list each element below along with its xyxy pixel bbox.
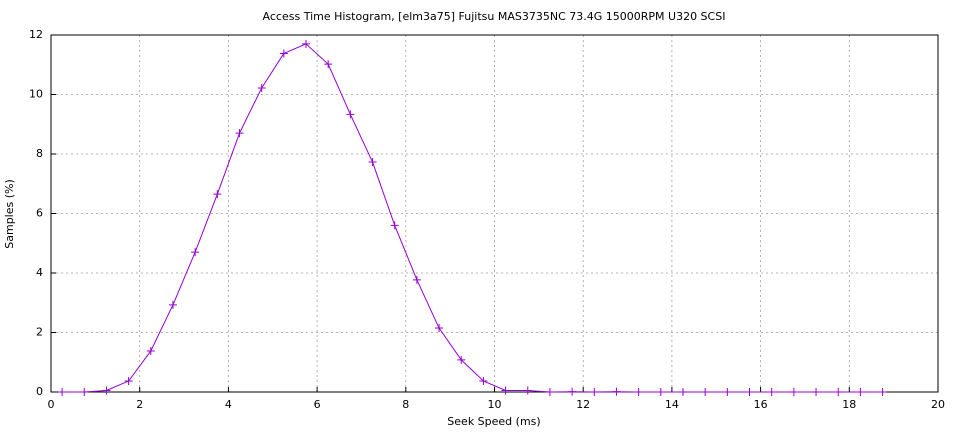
point-marker bbox=[878, 388, 887, 396]
y-tick-label: 4 bbox=[36, 266, 43, 279]
x-tick-label: 12 bbox=[576, 398, 590, 411]
point-marker bbox=[501, 386, 510, 395]
point-marker bbox=[257, 83, 266, 92]
x-tick-label: 18 bbox=[842, 398, 856, 411]
point-marker bbox=[745, 388, 754, 396]
point-marker bbox=[390, 221, 399, 230]
y-axis-label: Samples (%) bbox=[3, 179, 16, 249]
point-marker bbox=[612, 387, 621, 396]
point-marker bbox=[80, 388, 89, 396]
point-marker bbox=[235, 129, 244, 138]
y-tick-label: 6 bbox=[36, 207, 43, 220]
y-tick-label: 12 bbox=[29, 28, 43, 41]
data-line bbox=[62, 43, 883, 393]
point-marker bbox=[656, 388, 665, 396]
point-marker bbox=[279, 49, 288, 58]
x-tick-label: 6 bbox=[314, 398, 321, 411]
chart-title: Access Time Histogram, [elm3a75] Fujitsu… bbox=[263, 10, 726, 23]
point-marker bbox=[568, 387, 577, 396]
point-marker bbox=[324, 60, 333, 69]
point-marker bbox=[590, 388, 599, 396]
x-tick-label: 8 bbox=[402, 398, 409, 411]
point-marker bbox=[678, 388, 687, 396]
y-tick-label: 0 bbox=[36, 385, 43, 398]
point-marker bbox=[701, 388, 710, 396]
point-marker bbox=[146, 346, 155, 355]
y-tick-label: 2 bbox=[36, 326, 43, 339]
x-tick-label: 0 bbox=[48, 398, 55, 411]
point-marker bbox=[457, 355, 466, 364]
plot-frame bbox=[50, 34, 939, 393]
point-marker bbox=[368, 158, 377, 167]
point-marker bbox=[102, 386, 111, 395]
point-marker bbox=[191, 248, 200, 257]
point-marker bbox=[346, 110, 355, 119]
x-tick-label: 10 bbox=[488, 398, 502, 411]
point-marker bbox=[723, 388, 732, 396]
point-marker bbox=[634, 388, 643, 396]
point-marker bbox=[856, 388, 865, 396]
point-marker bbox=[412, 275, 421, 284]
point-marker bbox=[58, 388, 67, 396]
point-marker bbox=[479, 376, 488, 385]
y-tick-label: 8 bbox=[36, 147, 43, 160]
point-marker bbox=[302, 39, 311, 48]
point-marker bbox=[124, 376, 133, 385]
x-tick-label: 20 bbox=[931, 398, 945, 411]
x-tick-label: 16 bbox=[754, 398, 768, 411]
point-marker bbox=[545, 388, 554, 396]
x-tick-label: 4 bbox=[225, 398, 232, 411]
x-tick-label: 14 bbox=[665, 398, 679, 411]
x-axis-label: Seek Speed (ms) bbox=[447, 415, 540, 428]
point-marker bbox=[789, 388, 798, 396]
point-marker bbox=[168, 300, 177, 309]
point-marker bbox=[435, 324, 444, 333]
x-tick-label: 2 bbox=[136, 398, 143, 411]
point-marker bbox=[812, 388, 821, 396]
y-tick-label: 10 bbox=[29, 88, 43, 101]
point-marker bbox=[523, 386, 532, 395]
point-marker bbox=[834, 388, 843, 396]
point-marker bbox=[767, 388, 776, 396]
point-marker bbox=[213, 190, 222, 199]
